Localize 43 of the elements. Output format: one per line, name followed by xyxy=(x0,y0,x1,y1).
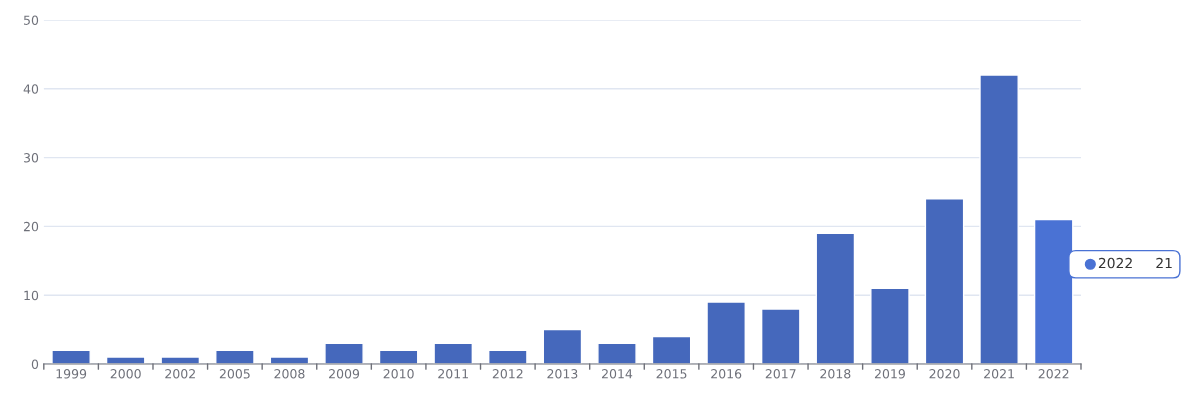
x-tick-label: 2016 xyxy=(711,369,742,379)
x-tick-label: 2012 xyxy=(492,369,523,379)
bar xyxy=(160,356,201,364)
bar xyxy=(488,349,528,364)
bar xyxy=(215,349,255,364)
x-tick-label: 2014 xyxy=(602,369,633,379)
x-tick-label: 2011 xyxy=(438,369,468,379)
y-tick-label: 20 xyxy=(23,221,39,232)
x-tick-label: 2020 xyxy=(929,369,960,379)
x-tick-label: 2017 xyxy=(765,369,796,379)
bar xyxy=(51,349,91,364)
bar xyxy=(433,342,474,364)
y-tick-label: 50 xyxy=(24,15,39,25)
x-tick-label: 2013 xyxy=(547,369,578,379)
x-tick-label: 2010 xyxy=(383,369,414,379)
bar xyxy=(815,232,856,364)
x-tick-label: 2021 xyxy=(984,369,1014,379)
y-tick-label: 40 xyxy=(23,84,39,94)
text: 2022 21 xyxy=(1098,257,1172,269)
bar xyxy=(324,342,364,364)
x-tick-label: 2000 xyxy=(110,369,141,379)
bar xyxy=(979,74,1019,364)
bar xyxy=(870,287,910,364)
x-tick-label: 2019 xyxy=(874,369,905,379)
bar xyxy=(269,356,310,364)
x-tick-label: 2009 xyxy=(329,369,360,379)
y-tick-label: 10 xyxy=(24,290,39,301)
x-tick-label: 2008 xyxy=(274,369,305,379)
bar xyxy=(597,342,637,364)
x-tick-label: 2015 xyxy=(656,369,687,379)
x-tick-label: 2002 xyxy=(165,369,195,379)
bar xyxy=(760,308,801,364)
bar xyxy=(542,328,583,364)
bar xyxy=(651,335,692,364)
x-tick-label: 2005 xyxy=(219,369,250,379)
x-tick-label: 1999 xyxy=(56,369,87,379)
bar xyxy=(105,356,146,364)
x-tick-label: 2018 xyxy=(820,369,851,379)
bar xyxy=(924,198,965,364)
y-tick-label: 0 xyxy=(31,359,39,369)
x-tick-label: 2022 xyxy=(1038,369,1069,379)
y-tick-label: 30 xyxy=(23,153,39,163)
bar xyxy=(706,301,746,364)
